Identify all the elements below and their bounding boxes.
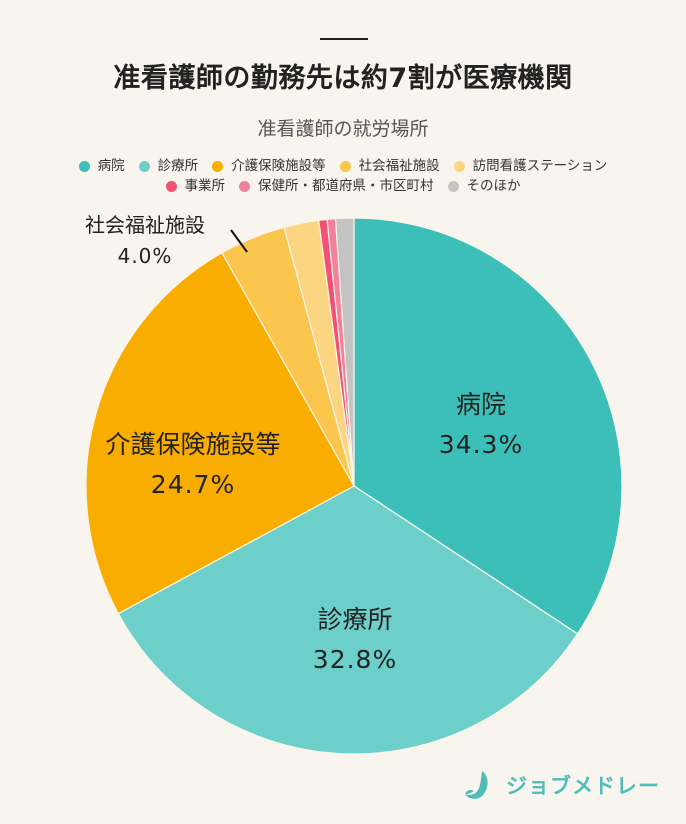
legend-item-other: そのほか: [447, 176, 521, 196]
slice-label-hospital: 病院 34.3%: [438, 390, 524, 459]
legend-row-1: 病院 診療所 介護保険施設等 社会福祉施設 訪問看護ステーション: [0, 156, 686, 176]
legend-label: 訪問看護ステーション: [472, 158, 608, 174]
legend-item-public-health: 保健所・都道府県・市区町村: [239, 176, 434, 196]
slice-label-care-facility: 介護保険施設等 24.7%: [105, 430, 281, 499]
title-decoration-rule: [320, 38, 368, 40]
legend-label: 病院: [97, 158, 125, 174]
pie-slice: [334, 217, 355, 487]
legend-label: 保健所・都道府県・市区町村: [258, 178, 434, 194]
pie-slices: [85, 217, 623, 755]
pie-slice: [117, 485, 579, 755]
jobmedley-logo-icon: [465, 771, 488, 799]
welfare-leader-line: [230, 229, 248, 253]
legend-label: 事業所: [184, 178, 226, 194]
jobmedley-logo: ジョブメドレー: [462, 768, 660, 802]
legend-dot-icon: [239, 180, 250, 192]
legend-dot-icon: [212, 160, 224, 172]
legend-label: 介護保険施設等: [231, 158, 326, 174]
chart-subtitle: 准看護師の就労場所: [257, 118, 429, 140]
jobmedley-logo-text: ジョブメドレー: [506, 774, 660, 798]
legend-row-2: 事業所 保健所・都道府県・市区町村 そのほか: [0, 176, 686, 196]
legend-dot-icon: [453, 160, 465, 172]
legend-item-clinic: 診療所: [138, 156, 199, 176]
slice-label-welfare-facility: 社会福祉施設 4.0%: [85, 213, 205, 268]
legend-label: そのほか: [466, 178, 521, 194]
pie-slice: [85, 251, 355, 615]
legend-label: 社会福祉施設: [358, 158, 440, 174]
slice-label-clinic: 診療所 32.8%: [312, 605, 398, 674]
legend-item-hospital: 病院: [78, 156, 125, 176]
legend-label: 診療所: [157, 158, 199, 174]
legend-dot-icon: [138, 160, 150, 172]
legend-dot-icon: [78, 160, 90, 172]
legend-dot-icon: [447, 180, 459, 192]
legend-item-business: 事業所: [165, 176, 226, 196]
legend-dot-icon: [165, 180, 177, 192]
legend-item-welfare-facility: 社会福祉施設: [339, 156, 440, 176]
chart-title: 准看護師の勤務先は約7割が医療機関: [113, 63, 573, 94]
legend-dot-icon: [339, 160, 351, 172]
legend-item-visiting-nurse: 訪問看護ステーション: [453, 156, 608, 176]
legend-item-care-facility: 介護保険施設等: [212, 156, 326, 176]
chart-legend: 病院 診療所 介護保険施設等 社会福祉施設 訪問看護ステーション 事業所 保健所…: [0, 156, 686, 196]
